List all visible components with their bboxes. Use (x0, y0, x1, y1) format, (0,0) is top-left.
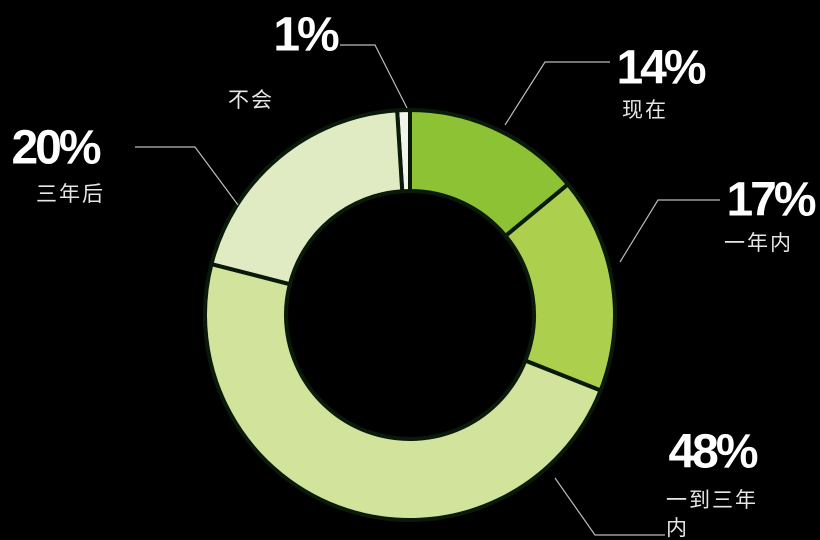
leader-line (135, 146, 239, 206)
slice (203, 261, 604, 522)
value-label: 20% (11, 121, 101, 175)
value-label: 14% (616, 41, 706, 95)
category-label: 三年后 (36, 182, 105, 206)
slices (203, 107, 617, 522)
category-label: 不会 (228, 88, 274, 112)
category-label: 一年内 (724, 231, 793, 255)
leader-line (554, 477, 665, 536)
slice (209, 108, 405, 287)
leader-line (340, 44, 408, 109)
category-label: 现在 (622, 98, 668, 122)
value-label: 48% (668, 425, 758, 479)
value-label: 1% (273, 8, 339, 62)
category-label: 一到三年内 (666, 488, 758, 540)
leader-line (504, 61, 610, 126)
leader-line (619, 199, 720, 263)
value-label: 17% (726, 173, 816, 227)
